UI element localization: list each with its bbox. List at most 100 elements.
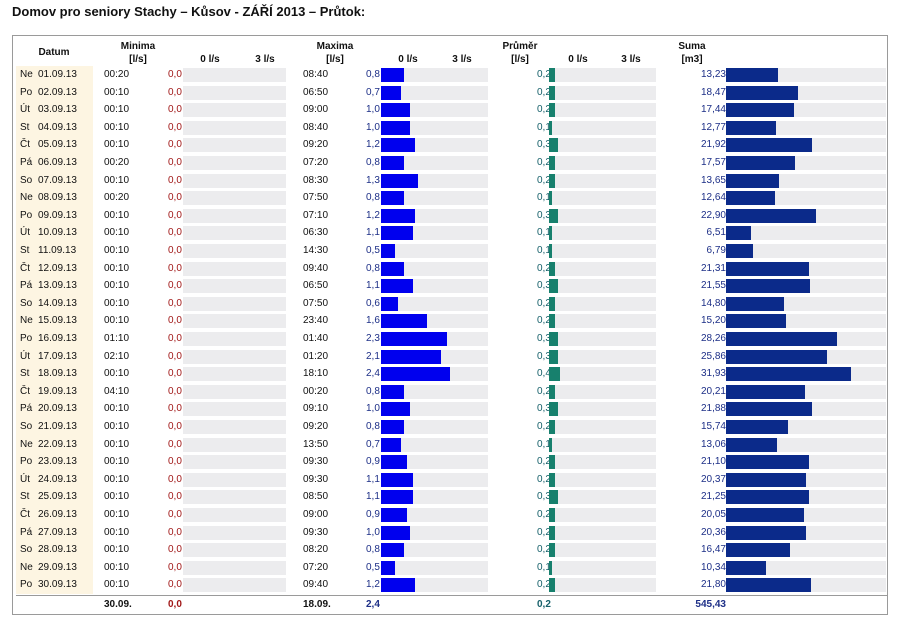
avg-bar-track — [549, 191, 656, 205]
max-bar-track — [381, 156, 488, 170]
sum-bar — [726, 350, 828, 364]
avg-bar — [549, 385, 555, 399]
sum-bar — [726, 262, 810, 276]
avg-bar-track — [549, 543, 656, 557]
min-bar-track — [183, 156, 286, 170]
max-bar — [381, 332, 447, 346]
row-min-value: 0,0 — [168, 298, 182, 309]
sum-bar — [726, 332, 837, 346]
avg-bar — [549, 103, 555, 117]
max-bar — [381, 297, 399, 311]
row-max-time: 01:20 — [303, 351, 329, 362]
avg-bar-track — [549, 138, 656, 152]
row-day: Čt — [20, 386, 30, 397]
sum-bar — [726, 455, 809, 469]
max-bar-track — [381, 455, 488, 469]
sum-bar — [726, 420, 788, 434]
max-bar-track — [381, 191, 488, 205]
max-bar-track — [381, 244, 488, 258]
row-max-time: 09:00 — [303, 509, 329, 520]
avg-bar-track — [549, 226, 656, 240]
row-avg-value: 0,2 — [537, 386, 551, 397]
row-sum-value: 20,36 — [700, 527, 726, 538]
sum-bar — [726, 103, 795, 117]
row-day: St — [20, 122, 30, 133]
sum-bar — [726, 490, 810, 504]
total-min-date: 30.09. — [104, 599, 132, 610]
min-bar-track — [183, 473, 286, 487]
sum-bar — [726, 279, 811, 293]
max-bar — [381, 156, 404, 170]
row-sum-value: 21,88 — [700, 403, 726, 414]
row-day: St — [20, 491, 30, 502]
row-min-time: 00:10 — [104, 456, 130, 467]
avg-bar — [549, 367, 561, 381]
row-max-value: 1,0 — [366, 527, 380, 538]
row-avg-value: 0,2 — [537, 509, 551, 520]
row-max-time: 00:20 — [303, 386, 329, 397]
avg-bar — [549, 314, 555, 328]
row-sum-value: 14,80 — [700, 298, 726, 309]
row-sum-value: 6,79 — [706, 245, 726, 256]
sum-bar — [726, 191, 776, 205]
avg-bar — [549, 543, 555, 557]
row-day: St — [20, 245, 30, 256]
row-day: Pá — [20, 527, 33, 538]
avg-bar-track — [549, 244, 656, 258]
max-bar — [381, 103, 410, 117]
max-bar-track — [381, 385, 488, 399]
row-min-value: 0,0 — [168, 210, 182, 221]
min-bar-track — [183, 561, 286, 575]
row-min-value: 0,0 — [168, 403, 182, 414]
sum-bar — [726, 561, 767, 575]
avg-bar-track — [549, 279, 656, 293]
row-date: 21.09.13 — [38, 421, 77, 432]
max-bar — [381, 226, 413, 240]
row-max-value: 0,9 — [366, 509, 380, 520]
row-avg-value: 0,2 — [537, 175, 551, 186]
total-min-value: 0,0 — [168, 599, 182, 610]
row-sum-value: 21,10 — [700, 456, 726, 467]
date-column-background — [16, 66, 93, 594]
avg-bar — [549, 332, 558, 346]
row-date: 01.09.13 — [38, 69, 77, 80]
avg-bar-track — [549, 174, 656, 188]
row-max-time: 14:30 — [303, 245, 329, 256]
max-bar-track — [381, 438, 488, 452]
row-min-value: 0,0 — [168, 280, 182, 291]
row-max-value: 1,1 — [366, 474, 380, 485]
row-max-time: 09:40 — [303, 579, 329, 590]
row-day: Čt — [20, 139, 30, 150]
row-min-value: 0,0 — [168, 386, 182, 397]
max-bar — [381, 86, 402, 100]
row-avg-value: 0,1 — [537, 245, 551, 256]
row-max-value: 1,2 — [366, 579, 380, 590]
row-max-value: 1,1 — [366, 280, 380, 291]
row-min-time: 00:10 — [104, 210, 130, 221]
row-min-value: 0,0 — [168, 351, 182, 362]
avg-bar — [549, 86, 555, 100]
row-min-time: 00:10 — [104, 245, 130, 256]
avg-bar — [549, 226, 552, 240]
avg-bar-track — [549, 314, 656, 328]
row-min-value: 0,0 — [168, 562, 182, 573]
min-bar-track — [183, 103, 286, 117]
max-bar — [381, 262, 404, 276]
row-min-value: 0,0 — [168, 175, 182, 186]
max-bar — [381, 526, 410, 540]
row-max-time: 09:00 — [303, 104, 329, 115]
max-bar — [381, 473, 413, 487]
row-min-time: 00:10 — [104, 104, 130, 115]
avg-bar — [549, 68, 555, 82]
max-bar — [381, 121, 410, 135]
row-avg-value: 0,1 — [537, 227, 551, 238]
row-max-value: 1,1 — [366, 491, 380, 502]
row-date: 17.09.13 — [38, 351, 77, 362]
row-avg-value: 0,2 — [537, 527, 551, 538]
row-date: 24.09.13 — [38, 474, 77, 485]
row-max-value: 0,8 — [366, 544, 380, 555]
avg-bar — [549, 455, 555, 469]
row-sum-value: 20,37 — [700, 474, 726, 485]
avg-bar-track — [549, 350, 656, 364]
